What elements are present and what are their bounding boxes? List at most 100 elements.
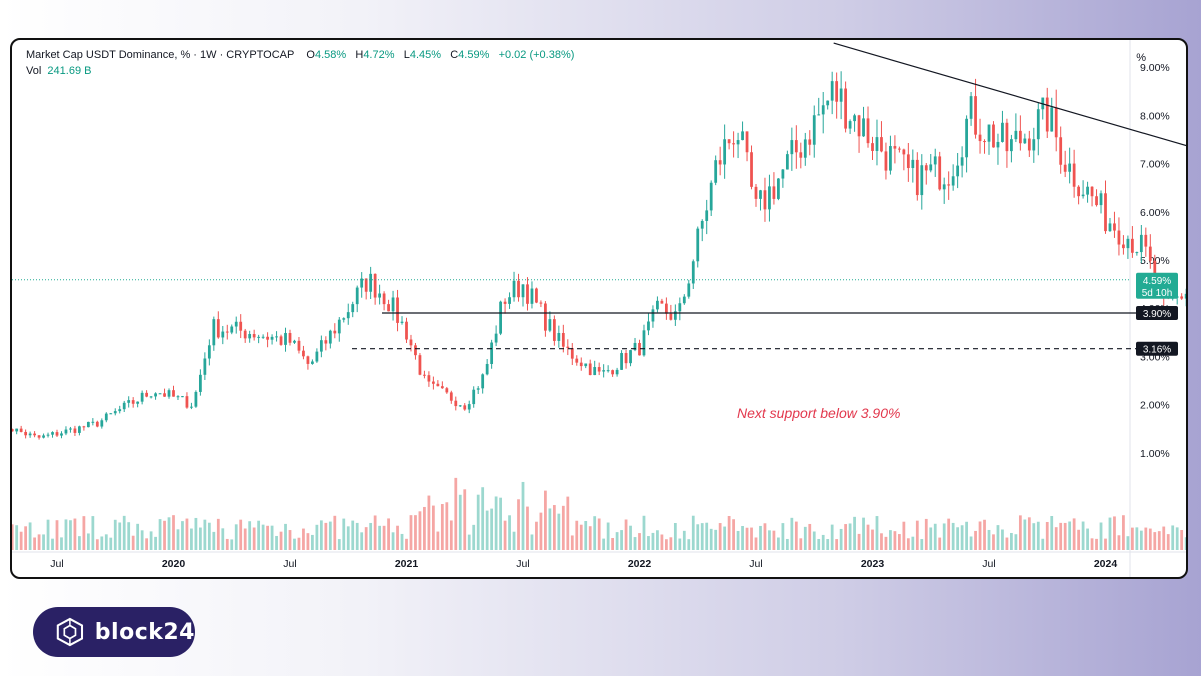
candle-body [257,336,261,338]
candle-body [181,396,184,398]
volume-bar [485,510,489,550]
volume-bar [723,526,727,550]
percent-scale-button[interactable]: % [1136,52,1146,64]
volume-bar [181,521,184,550]
volume-bar [884,536,888,550]
volume-bar [893,531,897,550]
volume-bar [476,494,480,550]
candle-body [821,105,825,115]
volume-bar [158,519,162,550]
candle-body [485,363,489,375]
candle-body [113,411,117,414]
y-tick-label: 9.00% [1140,62,1170,74]
candle-body [853,115,856,122]
volume-bar [1104,538,1107,550]
volume-bar [530,534,534,550]
candle-body [418,355,422,375]
price-chart[interactable]: 1.00%2.00%3.00%4.00%5.00%6.00%7.00%8.00%… [12,40,1188,579]
candle-body [405,321,408,340]
candle-body [12,429,14,432]
candle-body [718,160,722,165]
candle-body [33,433,36,436]
volume-bar [1068,521,1072,550]
candle-body [714,160,718,183]
candle-body [423,374,426,376]
volume-bar [382,525,386,550]
volume-bar [1135,527,1139,550]
volume-bar [969,536,973,550]
volume-bar [750,527,753,550]
volume-bar [638,533,641,550]
candle-body [190,406,193,408]
candle-body [55,432,59,436]
candle-body [42,435,45,438]
volume-bar [490,508,494,550]
candle-body [660,300,664,304]
change-value: +0.02 (+0.38%) [498,49,575,61]
candle-body [1148,246,1152,261]
x-tick-label: Jul [982,558,995,570]
candle-body [1130,238,1134,253]
volume-bar [140,530,144,550]
volume-bar [947,518,951,550]
volume-bar [848,523,852,550]
volume-bar [1180,529,1184,550]
y-tick-label: 6.00% [1140,207,1170,219]
volume-bar [929,527,933,550]
volume-bar [535,521,538,550]
candle-body [172,390,175,397]
candle-body [669,313,673,320]
volume-bar [709,528,713,550]
candle-body [154,393,157,397]
volume-bar [436,531,440,550]
support-badge-2 [1136,341,1178,356]
candle-body [1108,223,1112,232]
chart-header: Market Cap USDT Dominance, % · 1W · CRYP… [26,49,574,61]
symbol-title[interactable]: Market Cap USDT Dominance, % · 1W · CRYP… [26,49,295,61]
candle-body [741,131,744,141]
candle-body [902,149,906,155]
candle-body [893,146,897,149]
volume-bar [163,520,166,550]
candle-body [1144,234,1148,247]
candle-body [942,184,946,190]
candle-body [579,362,583,367]
candle-body [992,124,995,148]
y-tick-label: 7.00% [1140,159,1170,171]
candle-body [167,390,171,397]
candle-body [651,309,655,322]
candle-body [920,165,924,196]
candle-body [557,332,561,341]
candle-body [1099,193,1103,206]
candle-body [454,400,458,407]
candle-body [759,190,762,199]
candle-body [73,428,77,433]
volume-bar [1117,535,1121,550]
volume-bar [1063,522,1067,550]
y-tick-label: 1.00% [1140,448,1170,460]
volume-bar [149,531,153,550]
volume-bar [28,522,32,550]
volume-bar [194,517,198,550]
volume-bar [131,535,135,550]
candle-body [535,288,538,303]
volume-bar [1041,538,1045,550]
volume-bar [803,526,807,550]
volume-bar [122,515,126,550]
volume-bar [252,527,256,550]
volume-bar [293,538,296,550]
volume-bar [454,477,458,550]
volume-bar [897,534,901,550]
volume-bar [781,523,785,550]
candle-body [750,152,753,187]
volume-bar [302,528,305,550]
candle-body [364,278,368,292]
candle-body [252,334,256,338]
candle-body [772,186,776,199]
candle-body [1001,122,1004,142]
x-tick-label: Jul [749,558,762,570]
candle-body [673,311,677,320]
candle-body [261,336,265,338]
volume-bar [821,534,825,550]
candle-body [118,409,122,412]
